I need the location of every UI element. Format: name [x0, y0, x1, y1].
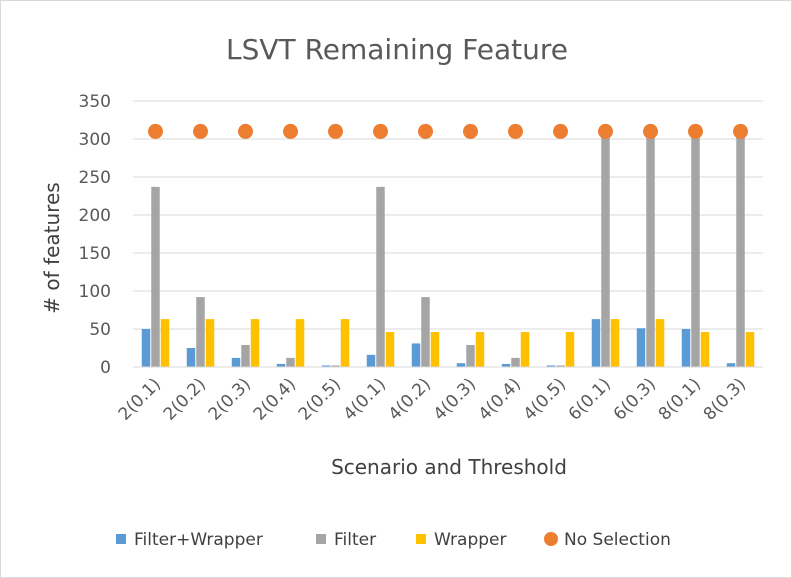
bar-wrapper [565, 332, 575, 367]
y-tick-label: 0 [100, 358, 111, 378]
bar-wrapper [295, 319, 305, 367]
legend-label: Filter [334, 530, 376, 550]
bar-filter [466, 344, 475, 367]
bar-filter [736, 131, 745, 367]
y-tick-label: 350 [79, 92, 111, 112]
legend-label: Wrapper [434, 530, 506, 550]
legend-swatch [544, 532, 558, 546]
bar-wrapper [700, 332, 710, 367]
y-axis-ticks: 0 50 100 150 200 250 300 350 [79, 92, 111, 378]
legend-swatch [316, 534, 326, 544]
y-tick-label: 200 [79, 206, 111, 226]
x-tick-label: 8(0.1) [655, 374, 705, 424]
bar-wrapper [745, 332, 755, 367]
bar-filter [421, 297, 430, 367]
marker-no-selection [193, 123, 208, 139]
bar-filter-wrapper [501, 363, 511, 367]
x-tick-label: 6(0.1) [565, 374, 615, 424]
bar-filter [556, 365, 565, 367]
legend: Filter+Wrapper Filter Wrapper No Selection [116, 530, 671, 550]
bar-wrapper [610, 319, 620, 367]
bars [141, 131, 755, 367]
bar-filter [286, 357, 295, 367]
gridlines [133, 100, 763, 330]
y-tick-label: 250 [79, 168, 111, 188]
y-tick-label: 100 [79, 282, 111, 302]
bar-filter-wrapper [411, 343, 421, 367]
bar-wrapper [520, 332, 530, 367]
bar-filter [691, 131, 700, 367]
marker-no-selection [148, 123, 163, 139]
bar-filter-wrapper [546, 365, 556, 367]
x-tick-label: 6(0.3) [610, 374, 660, 424]
x-tick-label: 4(0.2) [385, 374, 435, 424]
bar-wrapper [250, 319, 260, 367]
bar-filter-wrapper [456, 363, 466, 367]
bar-filter-wrapper [321, 365, 331, 367]
marker-no-selection [283, 123, 298, 139]
bar-filter-wrapper [726, 363, 736, 367]
x-tick-label: 2(0.5) [295, 374, 345, 424]
bar-filter-wrapper [276, 363, 286, 367]
chart-title: LSVT Remaining Feature [226, 33, 568, 66]
bar-wrapper [205, 319, 215, 367]
x-tick-label: 4(0.4) [475, 374, 525, 424]
marker-no-selection [508, 123, 523, 139]
x-tick-label: 4(0.5) [520, 374, 570, 424]
x-tick-label: 8(0.3) [700, 374, 750, 424]
bar-filter-wrapper [591, 319, 601, 367]
bar-wrapper [655, 319, 665, 367]
y-tick-label: 300 [79, 130, 111, 150]
bar-wrapper [385, 332, 395, 367]
marker-no-selection [688, 123, 703, 139]
y-axis-title: # of features [40, 182, 64, 313]
x-axis-title: Scenario and Threshold [331, 455, 567, 479]
bar-filter [376, 186, 385, 367]
bar-filter-wrapper [636, 328, 646, 367]
marker-no-selection [418, 123, 433, 139]
legend-label: No Selection [564, 530, 671, 550]
bar-filter [646, 131, 655, 367]
markers [148, 123, 748, 139]
bar-filter [331, 365, 340, 367]
x-axis-ticks: 2(0.1)2(0.2)2(0.3)2(0.4)2(0.5)4(0.1)4(0.… [115, 374, 750, 424]
x-tick-label: 2(0.2) [160, 374, 210, 424]
bar-filter [196, 297, 205, 367]
x-tick-label: 2(0.1) [115, 374, 165, 424]
x-tick-label: 2(0.4) [250, 374, 300, 424]
bar-wrapper [475, 332, 485, 367]
legend-swatch [416, 534, 426, 544]
bar-filter-wrapper [681, 329, 691, 367]
bar-filter-wrapper [186, 348, 196, 367]
bar-wrapper [160, 319, 170, 367]
marker-no-selection [238, 123, 253, 139]
y-tick-label: 50 [89, 320, 111, 340]
marker-no-selection [598, 123, 613, 139]
marker-no-selection [733, 123, 748, 139]
marker-no-selection [373, 123, 388, 139]
x-tick-label: 4(0.3) [430, 374, 480, 424]
bar-filter-wrapper [231, 357, 241, 367]
y-tick-label: 150 [79, 244, 111, 264]
marker-no-selection [643, 123, 658, 139]
legend-label: Filter+Wrapper [134, 530, 263, 550]
bar-wrapper [430, 332, 440, 367]
marker-no-selection [553, 123, 568, 139]
bar-wrapper [340, 319, 350, 367]
bar-filter-wrapper [366, 354, 376, 367]
marker-no-selection [328, 123, 343, 139]
x-tick-label: 4(0.1) [340, 374, 390, 424]
marker-no-selection [463, 123, 478, 139]
x-tick-label: 2(0.3) [205, 374, 255, 424]
bar-filter [241, 344, 250, 367]
bar-filter [511, 357, 520, 367]
bar-filter-wrapper [141, 329, 151, 367]
bar-filter [151, 186, 160, 367]
bar-filter [601, 131, 610, 367]
legend-swatch [116, 534, 126, 544]
